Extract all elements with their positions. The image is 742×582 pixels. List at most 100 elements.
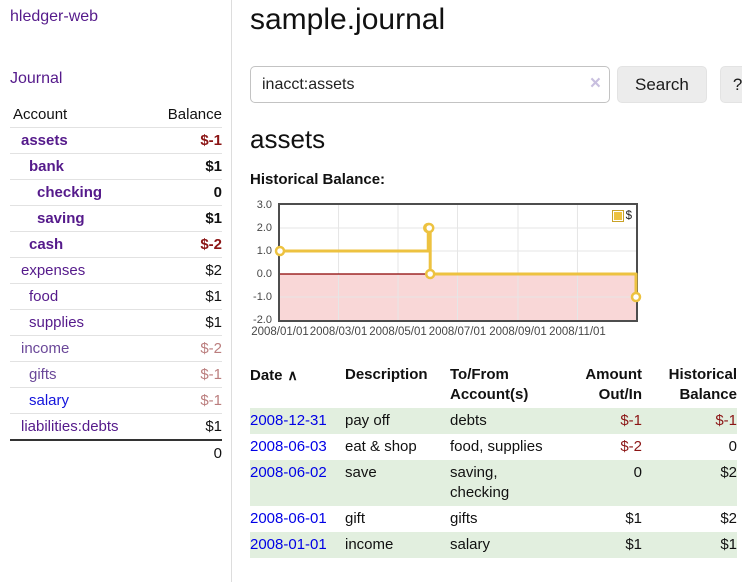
account-cell: salary	[10, 387, 149, 414]
account-link[interactable]: food	[29, 288, 59, 305]
register-amount-cell: $1	[625, 536, 642, 553]
search-input[interactable]	[250, 66, 610, 103]
chart-y-axis: 3.0 2.0 1.0 0.0 -1.0 -2.0	[250, 199, 274, 326]
main-content: sample.journal × Search ? assets Histori…	[232, 0, 742, 582]
register-balance-cell: $2	[720, 464, 737, 481]
chart-title: Historical Balance:	[250, 171, 386, 188]
account-balance: $-2	[148, 231, 222, 258]
x-tick-label: 2008/05/01	[369, 326, 427, 338]
sidebar: hledger-web Journal Account Balance asse…	[0, 0, 232, 582]
register-header-date[interactable]: Date ∧	[250, 367, 298, 384]
accounts-total-value: 0	[148, 439, 222, 466]
account-row: gifts $-1	[10, 361, 222, 388]
register-accounts-cell: salary	[450, 536, 491, 553]
accounts-total-spacer	[10, 439, 149, 466]
app-title-link[interactable]: hledger-web	[10, 8, 99, 25]
transaction-date-link[interactable]: 2008-06-03	[250, 438, 327, 455]
search-row: × Search ?	[250, 66, 742, 103]
accounts-header-row: Account Balance	[10, 104, 222, 128]
legend-swatch-icon	[611, 210, 624, 222]
help-button[interactable]: ?	[719, 66, 742, 103]
account-row: liabilities:debts $1	[10, 413, 222, 440]
y-tick-label: 3.0	[256, 199, 272, 211]
y-tick-label: 2.0	[256, 222, 272, 234]
account-row: expenses $2	[10, 257, 222, 284]
register-header-row: Date ∧ Description To/From Account(s) Amo…	[250, 362, 737, 408]
search-button[interactable]: Search	[617, 66, 707, 103]
legend-label: $	[625, 210, 632, 222]
account-balance: $1	[148, 205, 222, 232]
clear-search-icon[interactable]: ×	[589, 73, 601, 94]
register-date-cell: 2008-01-01	[250, 532, 345, 558]
account-cell: cash	[10, 231, 149, 258]
account-balance: 0	[148, 179, 222, 206]
accounts-total-row: 0	[10, 439, 222, 466]
register-accounts-cell: gifts	[450, 510, 478, 527]
account-row: income $-2	[10, 335, 222, 362]
register-date-cell: 2008-06-03	[250, 434, 345, 460]
x-tick-label: 2008/07/01	[428, 326, 487, 338]
account-link[interactable]: expenses	[21, 262, 86, 279]
account-row: supplies $1	[10, 309, 222, 336]
account-cell: liabilities:debts	[10, 413, 149, 440]
account-link[interactable]: assets	[21, 132, 68, 149]
account-balance: $1	[148, 153, 222, 180]
register-row: 2008-06-02 save saving, checking 0 $2	[250, 460, 737, 506]
account-link[interactable]: saving	[37, 210, 85, 227]
register-accounts-cell: saving, checking	[450, 464, 510, 501]
accounts-table: Account Balance assets $-1 bank $1 checking 0…	[10, 104, 222, 466]
sort-ascending-icon: ∧	[287, 367, 298, 383]
y-tick-label: 0.0	[256, 268, 272, 280]
x-tick-label: 2008/11/01	[549, 326, 606, 338]
register-header-amount: Amount Out/In	[585, 366, 642, 403]
register-balance-cell: $-1	[715, 412, 737, 429]
account-cell: income	[10, 335, 149, 362]
accounts-tbody: assets $-1 bank $1 checking 0 saving $1 cash $-2 e…	[10, 127, 222, 440]
transaction-date-link[interactable]: 2008-06-01	[250, 510, 327, 527]
register-amount-cell: $-1	[620, 412, 642, 429]
register-date-cell: 2008-12-31	[250, 408, 345, 434]
register-table: Date ∧ Description To/From Account(s) Amo…	[250, 362, 737, 558]
transaction-date-link[interactable]: 2008-06-02	[250, 464, 327, 481]
account-link[interactable]: bank	[29, 158, 65, 175]
account-cell: bank	[10, 153, 149, 180]
register-row: 2008-12-31 pay off debts $-1 $-1	[250, 408, 737, 434]
account-link[interactable]: supplies	[29, 314, 85, 331]
x-tick-label: 2008/03/01	[309, 326, 368, 338]
chart-legend: $	[610, 210, 633, 222]
account-link[interactable]: cash	[29, 236, 64, 253]
account-cell: expenses	[10, 257, 149, 284]
account-balance: $1	[148, 309, 222, 336]
sidebar-nav: Journal	[10, 70, 221, 88]
transaction-date-link[interactable]: 2008-12-31	[250, 412, 327, 429]
register-balance-cell: $2	[720, 510, 737, 527]
account-link[interactable]: checking	[37, 184, 103, 201]
y-tick-label: -2.0	[253, 314, 272, 326]
register-header-description: Description	[345, 366, 428, 383]
transaction-date-link[interactable]: 2008-01-01	[250, 536, 327, 553]
account-cell: checking	[10, 179, 149, 206]
accounts-header-balance: Balance	[167, 106, 222, 123]
account-balance: $1	[148, 283, 222, 310]
y-tick-label: 1.0	[256, 245, 272, 257]
account-cell: saving	[10, 205, 149, 232]
register-row: 2008-06-01 gift gifts $1 $2	[250, 506, 737, 532]
nav-journal-link[interactable]: Journal	[10, 70, 63, 87]
account-link[interactable]: liabilities:debts	[21, 418, 119, 435]
account-cell: supplies	[10, 309, 149, 336]
register-row: 2008-01-01 income salary $1 $1	[250, 532, 737, 558]
register-balance-cell: 0	[728, 438, 737, 455]
account-row: saving $1	[10, 205, 222, 232]
account-heading: assets	[250, 124, 326, 154]
account-balance: $-1	[148, 387, 222, 414]
account-link[interactable]: gifts	[29, 366, 57, 383]
x-tick-label: 2008/01/01	[251, 326, 309, 338]
register-description-cell: gift	[345, 510, 366, 527]
account-link[interactable]: income	[21, 340, 70, 357]
account-cell: food	[10, 283, 149, 310]
x-tick-label: 2008/09/01	[489, 326, 547, 338]
account-link[interactable]: salary	[29, 392, 70, 409]
account-row: checking 0	[10, 179, 222, 206]
chart-x-axis: 2008/01/01 2008/03/01 2008/05/01 2008/07/01…	[251, 326, 636, 342]
